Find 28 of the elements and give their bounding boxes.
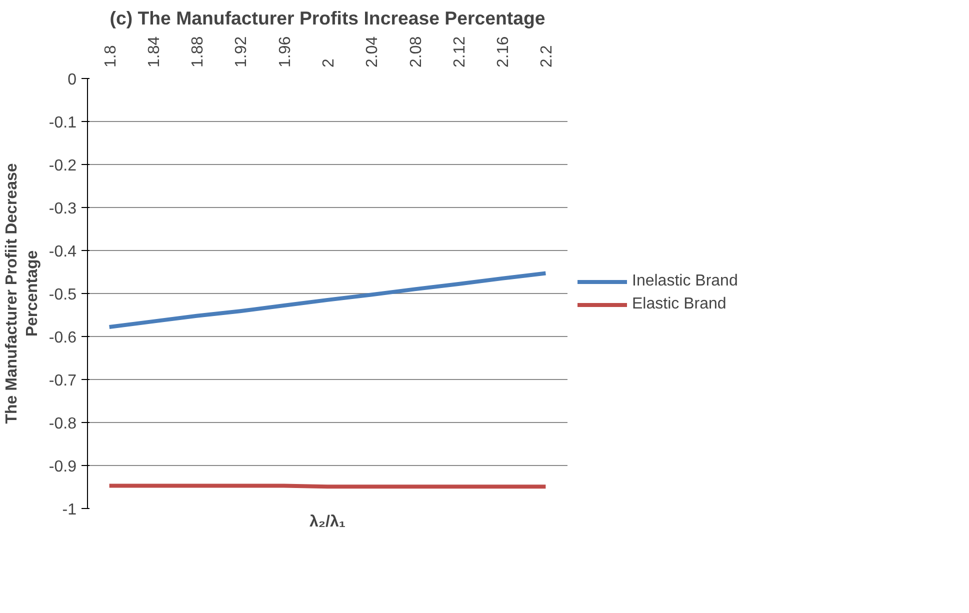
y-tick-label: -0.2 <box>48 158 77 174</box>
y-tick-label: -0.1 <box>48 114 77 132</box>
legend-label: Inelastic Brand <box>632 272 738 290</box>
x-tick-label: 1.84 <box>146 36 163 68</box>
x-tick-label: 1.88 <box>190 36 207 68</box>
x-tick-label: 2.12 <box>451 36 468 68</box>
x-tick-label: 1.92 <box>233 36 250 68</box>
line-series <box>107 271 548 330</box>
y-tick-label: -0.6 <box>48 330 77 346</box>
y-tick-label: -0.7 <box>48 372 77 390</box>
x-tick-label: 1.8 <box>102 45 120 68</box>
y-tick-label: -0.4 <box>48 244 77 260</box>
y-tick-label: -0.5 <box>48 286 77 304</box>
y-tick-label: -0.8 <box>48 416 77 432</box>
x-axis-title: λ₂/λ₁ <box>310 514 346 530</box>
y-tick-label: -0.3 <box>48 200 77 218</box>
x-tick-label: 2.08 <box>408 36 425 68</box>
x-tick-label: 2.04 <box>364 36 382 68</box>
x-tick-label: 2 <box>320 58 338 68</box>
y-tick-label: -0.9 <box>48 458 77 476</box>
x-tick-label: 2.16 <box>495 36 512 68</box>
legend-label: Elastic Brand <box>632 296 726 314</box>
y-axis-title: The Manufacturer Profiit Decrease Percentage <box>4 163 41 424</box>
y-tick-label: 0 <box>68 72 77 88</box>
chart-title: (c) The Manufacturer Profits Increase Percentage <box>110 8 546 28</box>
y-tick-label: -1 <box>62 502 77 518</box>
x-tick-label: 2.2 <box>538 45 556 68</box>
x-tick-label: 1.96 <box>276 36 294 68</box>
